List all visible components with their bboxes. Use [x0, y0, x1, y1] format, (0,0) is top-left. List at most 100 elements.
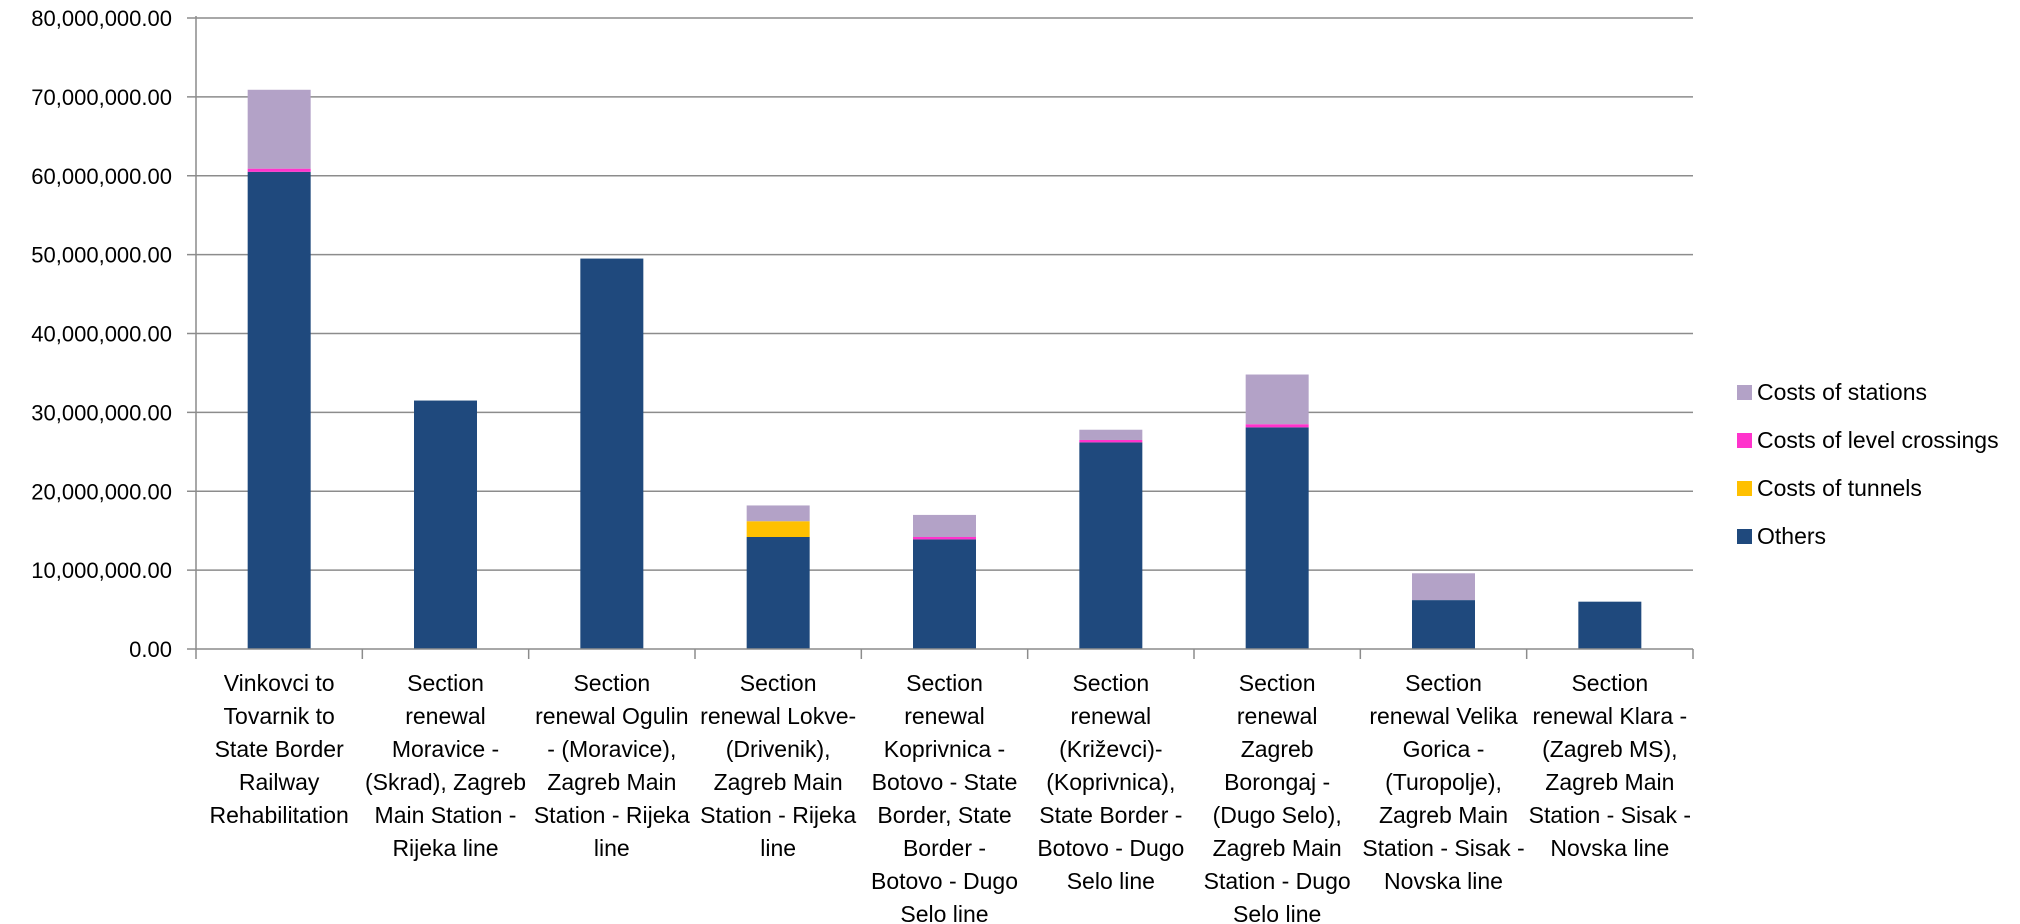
category-label-line: (Koprivnica), — [1046, 769, 1175, 795]
y-axis-tick-label: 40,000,000.00 — [31, 322, 172, 347]
category-label-line: Zagreb — [1241, 736, 1314, 762]
category-label-line: renewal Klara - — [1532, 703, 1687, 729]
y-axis-tick-labels: 0.00 10,000,000.00 20,000,000.00 30,000,000… — [31, 6, 172, 662]
category-label-line: (Dugo Selo), — [1213, 802, 1342, 828]
y-axis-tick-label: 20,000,000.00 — [31, 479, 172, 504]
y-axis-tick-label: 50,000,000.00 — [31, 243, 172, 268]
legend: Costs of stations Costs of level crossing… — [1737, 379, 1999, 549]
axes — [187, 16, 1694, 659]
legend-swatch — [1737, 481, 1752, 496]
category-label-line: Selo line — [900, 901, 988, 924]
category-label-line: Section — [1239, 670, 1316, 696]
y-axis-tick-label: 0.00 — [129, 637, 172, 662]
category-label-line: Selo line — [1233, 901, 1321, 924]
category-label-line: Rijeka line — [392, 835, 498, 861]
category-label-line: renewal — [1071, 703, 1152, 729]
bar-segment — [1578, 601, 1642, 649]
category-label-line: (Križevci)- — [1059, 736, 1163, 762]
x-axis-category-label: Section renewal (Križevci)- (Koprivnica), St… — [1037, 670, 1184, 894]
category-label-line: Section — [740, 670, 817, 696]
category-label-line: renewal — [1237, 703, 1318, 729]
y-axis-tick-label: 60,000,000.00 — [31, 164, 172, 189]
category-label-line: renewal Ogulin — [535, 703, 688, 729]
category-label-line: Borongaj - — [1224, 769, 1330, 795]
bar-segment — [913, 514, 976, 537]
category-label-line: Zagreb Main — [1545, 769, 1674, 795]
x-axis-category-label: Section renewal Lokve- (Drivenik), Zagreb M… — [700, 670, 856, 861]
category-label-line: - (Moravice), — [547, 736, 676, 762]
bar-segment — [247, 168, 311, 172]
category-label-line: line — [760, 835, 796, 861]
bar-segment — [1412, 600, 1475, 649]
category-label-line: renewal Velika — [1369, 703, 1518, 729]
category-label-line: (Zagreb MS), — [1542, 736, 1677, 762]
category-label-line: renewal — [904, 703, 985, 729]
x-axis-category-label: Vinkovci to Tovarnik to State Border Railwa… — [209, 670, 348, 828]
category-label-line: renewal Lokve- — [700, 703, 856, 729]
y-axis-tick-label: 30,000,000.00 — [31, 400, 172, 425]
bar-segment — [746, 536, 810, 649]
category-label-line: Vinkovci to — [224, 670, 335, 696]
x-axis-category-label: Section renewal Ogulin - (Moravice), Zagreb… — [534, 670, 690, 861]
category-label-line: (Drivenik), — [726, 736, 831, 762]
category-label-line: Zagreb Main — [714, 769, 843, 795]
bar-segment — [1245, 427, 1309, 649]
category-label-line: State Border — [215, 736, 344, 762]
category-label-line: Zagreb Main — [547, 769, 676, 795]
legend-label: Costs of stations — [1757, 379, 1927, 405]
legend-swatch — [1737, 433, 1752, 448]
category-label-line: Gorica - — [1403, 736, 1485, 762]
bar-segment — [247, 171, 311, 649]
bar-segment — [746, 505, 810, 522]
category-label-line: Main Station - — [375, 802, 517, 828]
category-label-line: Section — [1571, 670, 1648, 696]
y-axis-tick-label: 70,000,000.00 — [31, 85, 172, 110]
category-label-line: Station - Rijeka — [534, 802, 690, 828]
x-axis-category-label: Section renewal Klara - (Zagreb MS), Zagreb… — [1529, 670, 1691, 861]
category-label-line: (Turopolje), — [1385, 769, 1502, 795]
legend-swatch — [1737, 529, 1752, 544]
x-axis-category-label: Section renewal Koprivnica - Botovo - State… — [871, 670, 1018, 924]
category-label-line: Botovo - State — [872, 769, 1018, 795]
bar-segment — [580, 258, 644, 649]
category-label-line: State Border - — [1039, 802, 1182, 828]
category-label-line: Station - Sisak - — [1362, 835, 1524, 861]
category-label-line: Section — [906, 670, 983, 696]
category-label-line: Novska line — [1550, 835, 1669, 861]
category-label-line: Station - Rijeka — [700, 802, 856, 828]
category-label-line: renewal — [405, 703, 486, 729]
x-axis-category-label: Section renewal Moravice - (Skrad), Zagreb M… — [365, 670, 526, 861]
category-label-line: Station - Sisak - — [1529, 802, 1691, 828]
category-label-line: Section — [407, 670, 484, 696]
legend-swatch — [1737, 385, 1752, 400]
category-label-line: Botovo - Dugo — [1037, 835, 1184, 861]
category-label-line: Novska line — [1384, 868, 1503, 894]
legend-label: Others — [1757, 523, 1826, 549]
category-label-line: (Skrad), Zagreb — [365, 769, 526, 795]
x-axis-category-label: Section renewal Velika Gorica - (Turopolje)… — [1362, 670, 1524, 894]
category-label-line: Station - Dugo — [1204, 868, 1351, 894]
category-label-line: Section — [1072, 670, 1149, 696]
x-axis-category-labels: Vinkovci to Tovarnik to State Border Railwa… — [209, 670, 1691, 924]
x-axis-category-label: Section renewal Zagreb Borongaj - (Dugo Selo… — [1204, 670, 1351, 924]
y-axis-tick-label: 10,000,000.00 — [31, 558, 172, 583]
category-label-line: Section — [573, 670, 650, 696]
bar-segment — [1079, 439, 1143, 443]
category-label-line: Selo line — [1067, 868, 1155, 894]
bar-segment — [1412, 573, 1475, 601]
bar-segment — [247, 89, 311, 169]
category-label-line: Rehabilitation — [209, 802, 348, 828]
bars — [247, 89, 1642, 649]
category-label-line: Section — [1405, 670, 1482, 696]
bar-segment — [1245, 374, 1309, 425]
legend-label: Costs of level crossings — [1757, 427, 1999, 453]
category-label-line: Koprivnica - — [884, 736, 1005, 762]
category-label-line: Moravice - — [392, 736, 499, 762]
bar-segment — [913, 539, 976, 649]
category-label-line: Border - — [903, 835, 986, 861]
category-label-line: Tovarnik to — [224, 703, 335, 729]
category-label-line: line — [594, 835, 630, 861]
bar-segment — [1245, 424, 1309, 428]
category-label-line: Botovo - Dugo — [871, 868, 1018, 894]
